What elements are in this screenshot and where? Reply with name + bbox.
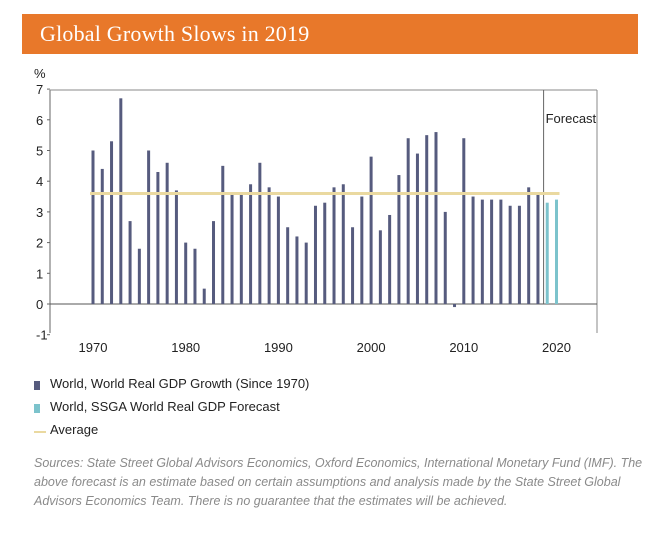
history-bar [137, 248, 141, 304]
history-bar [490, 199, 494, 304]
forecast-label: Forecast [546, 111, 597, 126]
history-bar [536, 193, 540, 304]
history-bar [174, 190, 178, 304]
history-bar [406, 138, 410, 304]
x-tick-label: 1980 [171, 340, 200, 355]
history-bar [378, 230, 382, 304]
forecast-bar [545, 202, 549, 304]
history-bar [453, 304, 457, 308]
history-bar [221, 165, 225, 304]
legend-label-history: World, World Real GDP Growth (Since 1970… [50, 376, 310, 391]
legend-swatch-history [34, 381, 40, 390]
history-bar [156, 171, 160, 304]
y-tick-label: 1 [36, 266, 43, 281]
history-bar [286, 227, 290, 304]
legend-item-average: Average [34, 422, 454, 442]
y-tick-label: 5 [36, 144, 43, 159]
history-bar [119, 98, 123, 304]
legend-line-average [34, 431, 46, 433]
history-bar [295, 236, 299, 304]
y-tick-label: 3 [36, 205, 43, 220]
history-bar [91, 150, 95, 304]
x-tick-label: 2010 [449, 340, 478, 355]
history-bar [462, 138, 466, 304]
legend-swatch-forecast [34, 404, 40, 413]
x-tick-label: 1970 [79, 340, 108, 355]
legend-label-forecast: World, SSGA World Real GDP Forecast [50, 399, 280, 414]
history-bar [313, 205, 317, 304]
history-bar [249, 184, 253, 304]
history-bar [184, 242, 188, 304]
history-bar [147, 150, 151, 304]
y-tick-label: 6 [36, 113, 43, 128]
history-bar [230, 193, 234, 304]
history-bar [212, 221, 216, 304]
history-bar [341, 184, 345, 304]
y-tick-label: 7 [36, 82, 43, 97]
forecast-bar [555, 199, 558, 304]
legend-item-history: World, World Real GDP Growth (Since 1970… [34, 376, 454, 396]
chart-title: Global Growth Slows in 2019 [40, 21, 310, 46]
sources-note: Sources: State Street Global Advisors Ec… [34, 456, 643, 508]
chart-title-bar: Global Growth Slows in 2019 [22, 14, 638, 54]
history-bar [360, 196, 364, 304]
history-bar [267, 187, 271, 304]
history-bar [258, 162, 262, 304]
history-bar [480, 199, 484, 304]
history-bar [202, 288, 206, 304]
history-bar [239, 193, 243, 304]
history-bar [527, 187, 531, 304]
legend-label-average: Average [50, 422, 99, 437]
y-tick-label: -1 [36, 328, 48, 343]
history-bar [499, 199, 503, 304]
history-bar [388, 214, 392, 304]
history-bar [471, 196, 475, 304]
history-bar [332, 187, 336, 304]
history-bar [323, 202, 327, 304]
history-bar [397, 175, 401, 304]
history-bar [110, 141, 114, 304]
x-tick-label: 2000 [357, 340, 386, 355]
history-bar [128, 221, 132, 304]
history-bar [100, 168, 104, 304]
y-axis-unit: % [34, 66, 46, 81]
history-bar [304, 242, 308, 304]
history-bar [351, 227, 355, 304]
history-bar [425, 135, 429, 304]
x-tick-label: 2020 [542, 340, 571, 355]
history-bar [165, 162, 169, 304]
history-bar [508, 205, 512, 304]
y-tick-label: 4 [36, 174, 43, 189]
history-bar [415, 153, 419, 304]
history-bar [369, 156, 373, 304]
history-bar [434, 132, 438, 304]
x-tick-label: 1990 [264, 340, 293, 355]
history-bar [517, 205, 521, 304]
legend-item-forecast: World, SSGA World Real GDP Forecast [34, 399, 454, 419]
history-bar [443, 211, 447, 304]
y-tick-label: 2 [36, 236, 43, 251]
history-bar [276, 196, 280, 304]
history-bar [193, 248, 197, 304]
y-tick-label: 0 [36, 297, 43, 312]
